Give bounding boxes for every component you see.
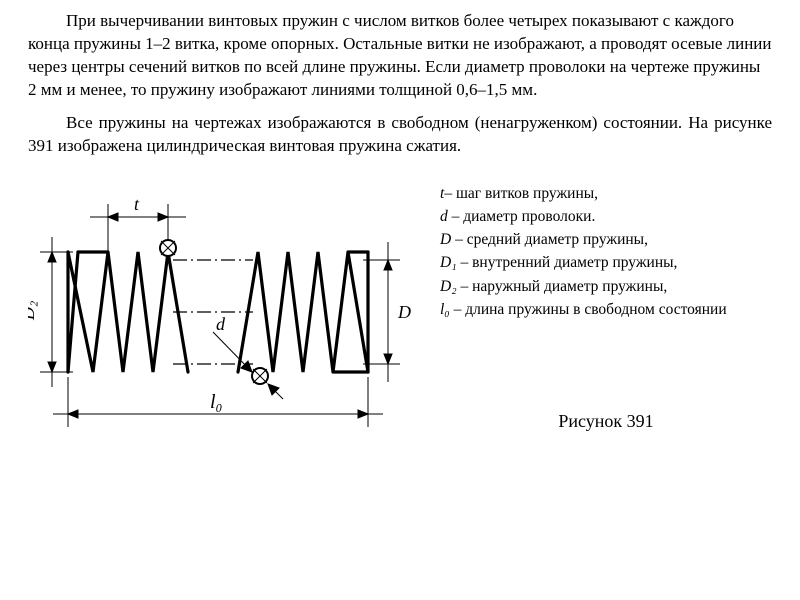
figure-caption: Рисунок 391 (440, 411, 772, 432)
paragraph-1: При вычерчивании винтовых пружин с число… (28, 10, 772, 102)
legend-t: t– шаг витков пружины, (440, 182, 772, 205)
legend-D2: D₂ – наружный диаметр пружины, (440, 275, 772, 298)
paragraph-2: Все пружины на чертежах изображаются в с… (28, 112, 772, 158)
legend-l0: l₀ – длина пружины в свободном состоянии (440, 298, 772, 321)
legend-D1: D₁ – внутренний диаметр пружины, (440, 251, 772, 274)
legend: t– шаг витков пружины, d – диаметр прово… (440, 182, 772, 442)
legend-d: d – диаметр проволоки. (440, 205, 772, 228)
legend-D: D – средний диаметр пружины, (440, 228, 772, 251)
label-D: D (397, 302, 411, 322)
label-l0: l₀ (210, 391, 223, 413)
figure-block: t (28, 182, 772, 442)
label-t: t (134, 194, 140, 214)
spring-svg: t (28, 182, 428, 442)
label-d: d (216, 314, 226, 334)
label-D2: D₂ (28, 300, 38, 320)
spring-diagram: t (28, 182, 428, 442)
